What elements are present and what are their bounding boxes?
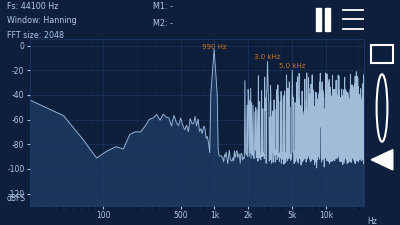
Bar [325,8,330,31]
Text: Window: Hanning: Window: Hanning [7,16,77,25]
Text: 990 Hz: 990 Hz [202,45,226,50]
Text: dBFS: dBFS [7,194,26,202]
Text: Fs: 44100 Hz: Fs: 44100 Hz [7,2,59,11]
Text: 5.0 kHz: 5.0 kHz [279,63,306,69]
Text: M2: -: M2: - [153,19,173,28]
Text: M1: -: M1: - [153,2,173,11]
Polygon shape [371,150,393,170]
Text: 3.0 kHz: 3.0 kHz [254,54,281,60]
Text: FFT size: 2048: FFT size: 2048 [7,31,64,40]
Text: Hz: Hz [367,217,377,225]
Bar [316,8,321,31]
